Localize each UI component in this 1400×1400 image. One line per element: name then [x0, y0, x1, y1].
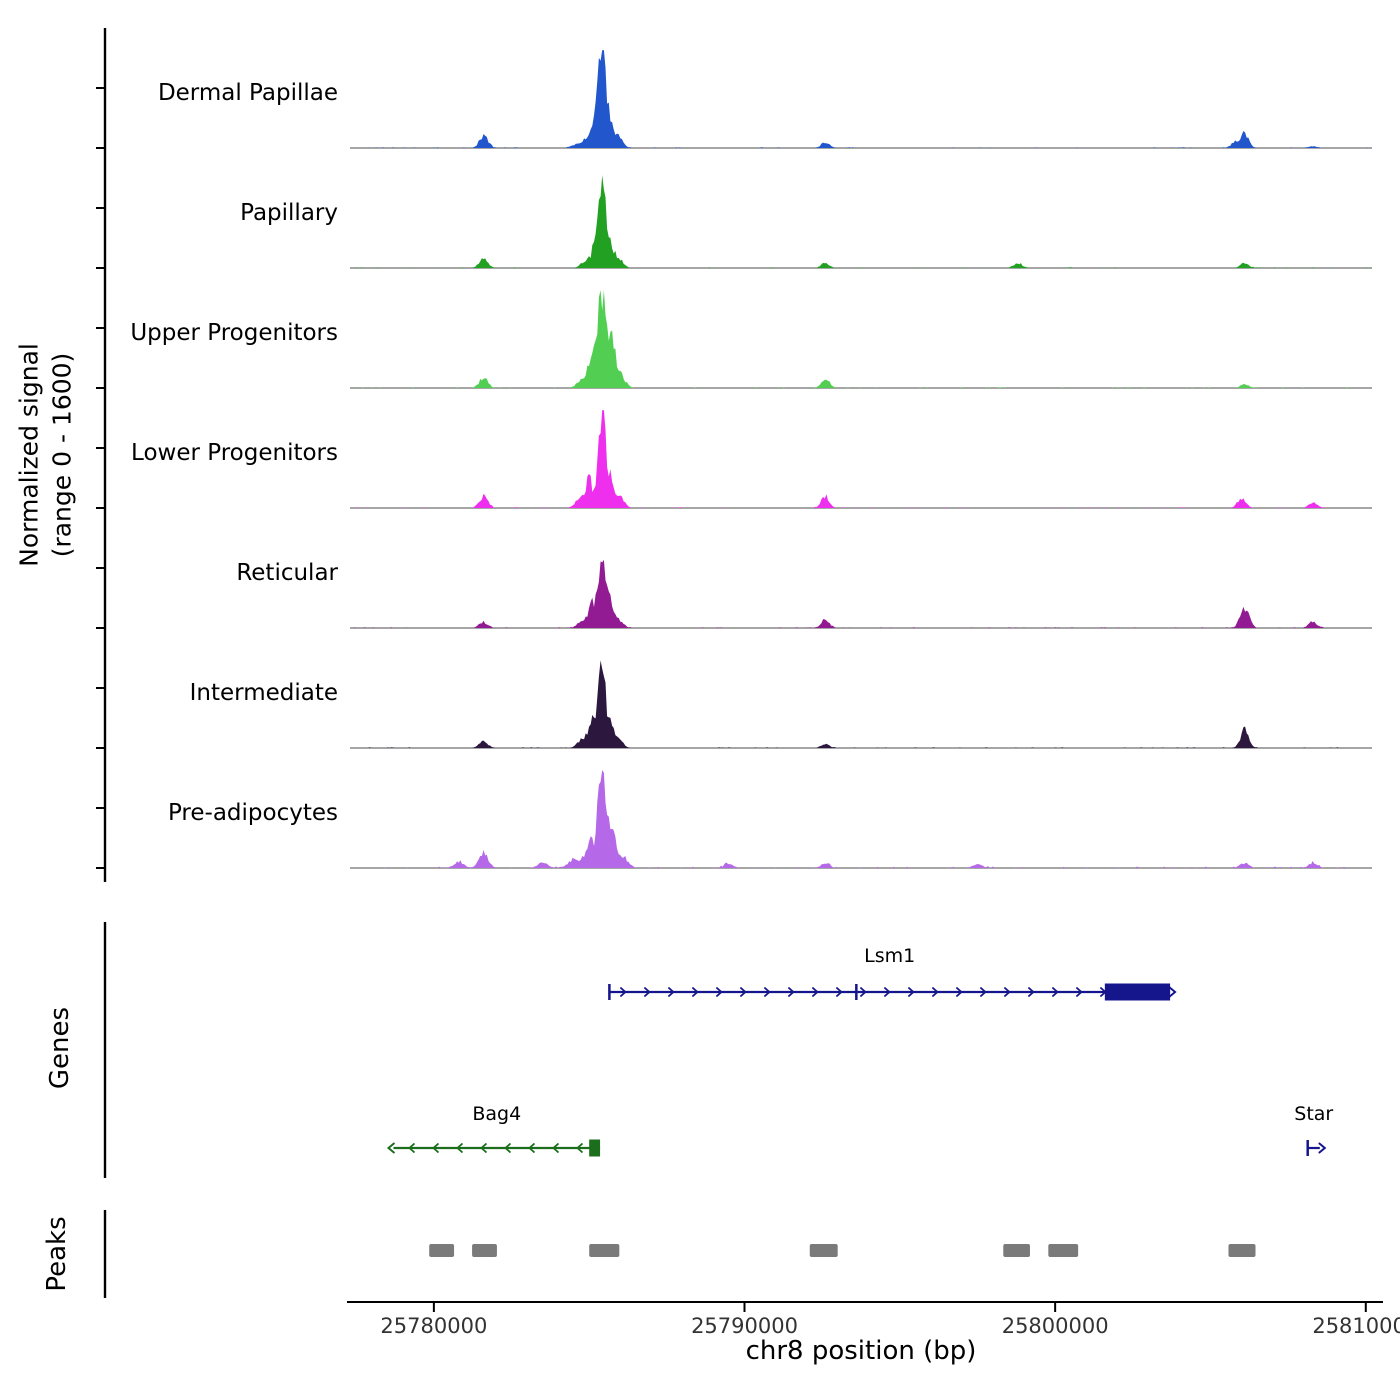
x-axis-tick-label: 25800000	[1002, 1314, 1109, 1338]
gene-strand-arrow-icon	[619, 986, 627, 998]
gene-strand-arrow-icon	[667, 986, 675, 998]
peak-region	[1048, 1244, 1079, 1257]
gene-terminal-arrow-icon	[1318, 1142, 1327, 1154]
gene-terminal-arrow-icon	[1168, 986, 1177, 998]
peak-region	[1228, 1244, 1256, 1257]
x-axis-tick-label: 25810000	[1312, 1314, 1400, 1338]
gene-strand-arrow-icon	[1051, 986, 1059, 998]
gene-strand-arrow-icon	[528, 1142, 536, 1154]
gene-strand-arrow-icon	[504, 1142, 512, 1154]
peak-region	[429, 1244, 455, 1257]
gene-strand-arrow-icon	[859, 986, 867, 998]
x-axis-tick-label: 25780000	[380, 1314, 487, 1338]
gene-strand-arrow-icon	[763, 986, 771, 998]
signal-area-papillary	[350, 175, 1372, 268]
track-label-lower-progenitors: Lower Progenitors	[131, 440, 338, 466]
signal-area-intermediate	[350, 660, 1372, 748]
gene-strand-arrow-icon	[955, 986, 963, 998]
gene-strand-arrow-icon	[480, 1142, 488, 1154]
signal-area-pre-adipocytes	[350, 770, 1372, 868]
signal-axis-title-line2: (range 0 - 1600)	[47, 352, 76, 558]
genes-axis-title: Genes	[45, 1006, 75, 1090]
signal-area-dermal-papillae	[350, 50, 1372, 148]
gene-strand-arrow-icon	[979, 986, 987, 998]
gene-strand-arrow-icon	[907, 986, 915, 998]
gene-exon-box	[1104, 983, 1171, 1001]
gene-terminal-arrow-icon	[386, 1142, 396, 1154]
gene-strand-arrow-icon	[576, 1142, 584, 1154]
gene-strand-arrow-icon	[691, 986, 699, 998]
gene-strand-arrow-icon	[456, 1142, 464, 1154]
track-label-reticular: Reticular	[236, 560, 338, 586]
peak-region	[1003, 1244, 1030, 1257]
track-label-papillary: Papillary	[240, 200, 338, 226]
gene-strand-arrow-icon	[931, 986, 939, 998]
gene-strand-arrow-icon	[552, 1142, 560, 1154]
gene-label-star: Star	[1294, 1103, 1333, 1125]
gene-label-bag4: Bag4	[472, 1103, 521, 1125]
gene-strand-arrow-icon	[408, 1142, 416, 1154]
gene-strand-arrow-icon	[739, 986, 747, 998]
signal-area-lower-progenitors	[350, 410, 1372, 508]
peaks-axis-title: Peaks	[42, 1216, 72, 1292]
gene-strand-arrow-icon	[643, 986, 651, 998]
track-label-dermal-papillae: Dermal Papillae	[157, 80, 338, 106]
peak-region	[589, 1244, 620, 1257]
track-label-intermediate: Intermediate	[189, 680, 338, 706]
gene-strand-arrow-icon	[835, 986, 843, 998]
signal-axis-title-line1: Normalized signal	[14, 343, 44, 567]
gene-strand-arrow-icon	[432, 1142, 440, 1154]
gene-strand-arrow-icon	[1003, 986, 1011, 998]
peak-region	[809, 1244, 838, 1257]
signal-axis-title: Normalized signal (range 0 - 1600)	[14, 343, 79, 567]
gene-exon-box	[589, 1139, 601, 1157]
gene-label-lsm1: Lsm1	[864, 945, 915, 967]
signal-area-reticular	[350, 559, 1372, 628]
gene-strand-arrow-icon	[883, 986, 891, 998]
track-label-upper-progenitors: Upper Progenitors	[130, 320, 338, 346]
peak-region	[472, 1244, 497, 1257]
x-axis-tick-label: 25790000	[691, 1314, 798, 1338]
signal-area-upper-progenitors	[350, 290, 1372, 388]
gene-strand-arrow-icon	[811, 986, 819, 998]
track-label-pre-adipocytes: Pre-adipocytes	[167, 800, 338, 826]
x-axis-title: chr8 position (bp)	[745, 1336, 977, 1366]
gene-strand-arrow-icon	[715, 986, 723, 998]
gene-strand-arrow-icon	[1075, 986, 1083, 998]
gene-strand-arrow-icon	[1027, 986, 1035, 998]
gene-strand-arrow-icon	[787, 986, 795, 998]
